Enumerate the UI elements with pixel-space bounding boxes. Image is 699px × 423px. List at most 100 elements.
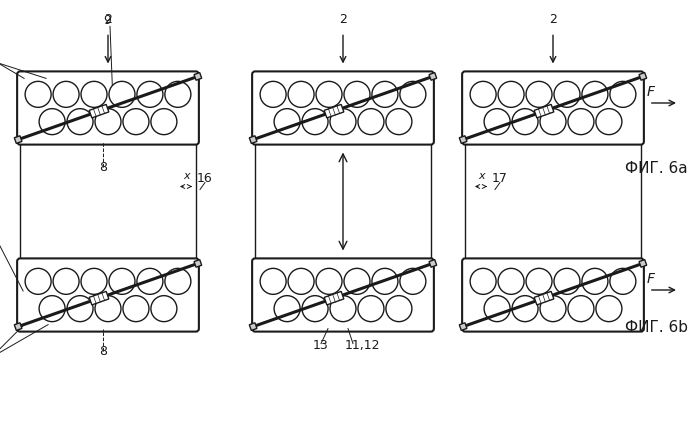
FancyBboxPatch shape [17,258,199,332]
Polygon shape [89,104,109,118]
Circle shape [288,268,314,294]
Circle shape [95,296,121,321]
Polygon shape [14,323,22,330]
Circle shape [151,296,177,321]
Circle shape [260,268,286,294]
Circle shape [109,81,135,107]
Circle shape [25,81,51,107]
Circle shape [554,268,580,294]
Text: 2: 2 [549,14,557,26]
Text: 8: 8 [99,345,107,357]
Circle shape [540,109,566,135]
Polygon shape [324,291,344,305]
Circle shape [165,81,191,107]
Polygon shape [639,73,647,80]
Circle shape [53,81,79,107]
Circle shape [526,81,552,107]
Circle shape [53,268,79,294]
Circle shape [344,268,370,294]
Polygon shape [459,323,467,330]
FancyBboxPatch shape [17,71,199,145]
Polygon shape [194,260,202,267]
Circle shape [67,296,93,321]
FancyBboxPatch shape [462,71,644,145]
Circle shape [610,268,636,294]
Polygon shape [324,104,344,118]
Circle shape [386,296,412,321]
Circle shape [25,268,51,294]
Text: F: F [647,272,655,286]
Circle shape [330,296,356,321]
Polygon shape [194,73,202,80]
Circle shape [123,296,149,321]
Text: 17: 17 [492,171,508,184]
Circle shape [470,268,496,294]
Text: 16: 16 [197,171,212,184]
Polygon shape [639,260,647,267]
Text: ФИГ. 6b: ФИГ. 6b [625,321,688,335]
Circle shape [554,81,580,107]
Circle shape [568,109,594,135]
Polygon shape [429,73,437,80]
Circle shape [39,296,65,321]
Circle shape [484,296,510,321]
Circle shape [386,109,412,135]
Circle shape [67,109,93,135]
Circle shape [372,268,398,294]
Circle shape [137,81,163,107]
Circle shape [151,109,177,135]
Text: 2: 2 [104,14,112,26]
Polygon shape [534,291,554,305]
Circle shape [344,81,370,107]
Polygon shape [250,136,257,143]
Text: 8: 8 [99,161,107,173]
Circle shape [526,268,552,294]
Circle shape [302,296,328,321]
Circle shape [316,268,342,294]
Circle shape [372,81,398,107]
FancyBboxPatch shape [462,258,644,332]
Circle shape [610,81,636,107]
Text: F: F [647,85,655,99]
Circle shape [470,81,496,107]
Text: 11,12: 11,12 [345,338,380,352]
Circle shape [274,109,300,135]
FancyBboxPatch shape [252,71,434,145]
Circle shape [400,81,426,107]
Text: x: x [183,170,189,181]
Circle shape [123,109,149,135]
Circle shape [568,296,594,321]
Polygon shape [14,136,22,143]
Circle shape [81,268,107,294]
Text: 2: 2 [339,14,347,26]
Circle shape [274,296,300,321]
Circle shape [330,109,356,135]
FancyBboxPatch shape [252,258,434,332]
Circle shape [512,296,538,321]
Circle shape [400,268,426,294]
Circle shape [512,109,538,135]
Circle shape [582,81,608,107]
Circle shape [302,109,328,135]
Polygon shape [89,291,109,305]
Polygon shape [459,136,467,143]
Text: ФИГ. 6а: ФИГ. 6а [625,160,688,176]
Circle shape [316,81,342,107]
Circle shape [596,296,622,321]
Circle shape [498,268,524,294]
Circle shape [582,268,608,294]
Circle shape [358,109,384,135]
Polygon shape [429,260,437,267]
Circle shape [95,109,121,135]
Text: 9: 9 [103,14,111,27]
Circle shape [137,268,163,294]
Circle shape [260,81,286,107]
Circle shape [288,81,314,107]
Circle shape [109,268,135,294]
Circle shape [498,81,524,107]
Circle shape [484,109,510,135]
Circle shape [358,296,384,321]
Text: x: x [478,170,484,181]
Circle shape [165,268,191,294]
Circle shape [39,109,65,135]
